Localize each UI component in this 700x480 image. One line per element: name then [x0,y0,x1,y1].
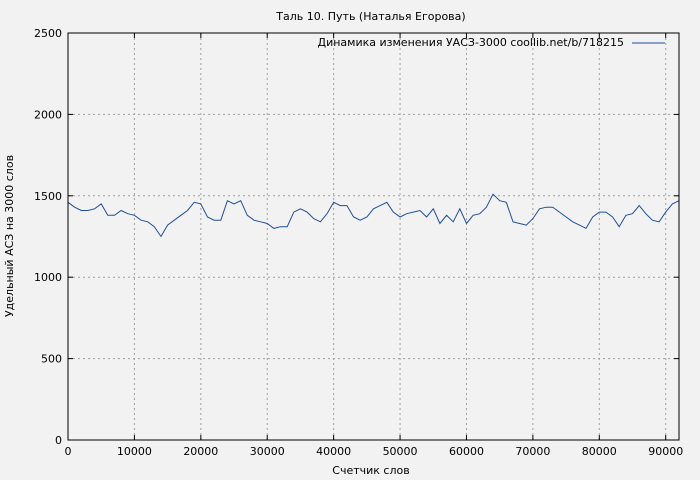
ticks: 0 10000 20000 30000 40000 50000 60000 70000 8000… [34,27,683,458]
y-tick-label: 1000 [34,271,62,284]
x-tick-label: 70000 [515,445,550,458]
legend: Динамика изменения УАСЗ-3000 coollib.net… [318,36,665,49]
x-tick-label: 90000 [648,445,683,458]
x-tick-label: 10000 [117,445,152,458]
y-tick-label: 0 [55,434,62,447]
x-tick-label: 30000 [250,445,285,458]
y-tick-label: 1500 [34,190,62,203]
y-tick-label: 2000 [34,108,62,121]
x-tick-label: 60000 [449,445,484,458]
grid [68,33,679,440]
x-tick-label: 50000 [383,445,418,458]
x-tick-label: 0 [65,445,72,458]
chart-title: Таль 10. Путь (Наталья Егорова) [275,10,465,23]
x-axis-label: Счетчик слов [332,464,409,477]
x-tick-label: 80000 [582,445,617,458]
y-tick-label: 2500 [34,27,62,40]
y-tick-label: 500 [41,353,62,366]
x-tick-label: 40000 [316,445,351,458]
series-layer [67,193,680,238]
plot-frame [67,32,680,441]
x-tick-label: 20000 [183,445,218,458]
legend-label: Динамика изменения УАСЗ-3000 coollib.net… [318,36,625,49]
series-line [67,193,680,238]
y-axis-label: Удельный АСЗ на 3000 слов [3,155,16,317]
